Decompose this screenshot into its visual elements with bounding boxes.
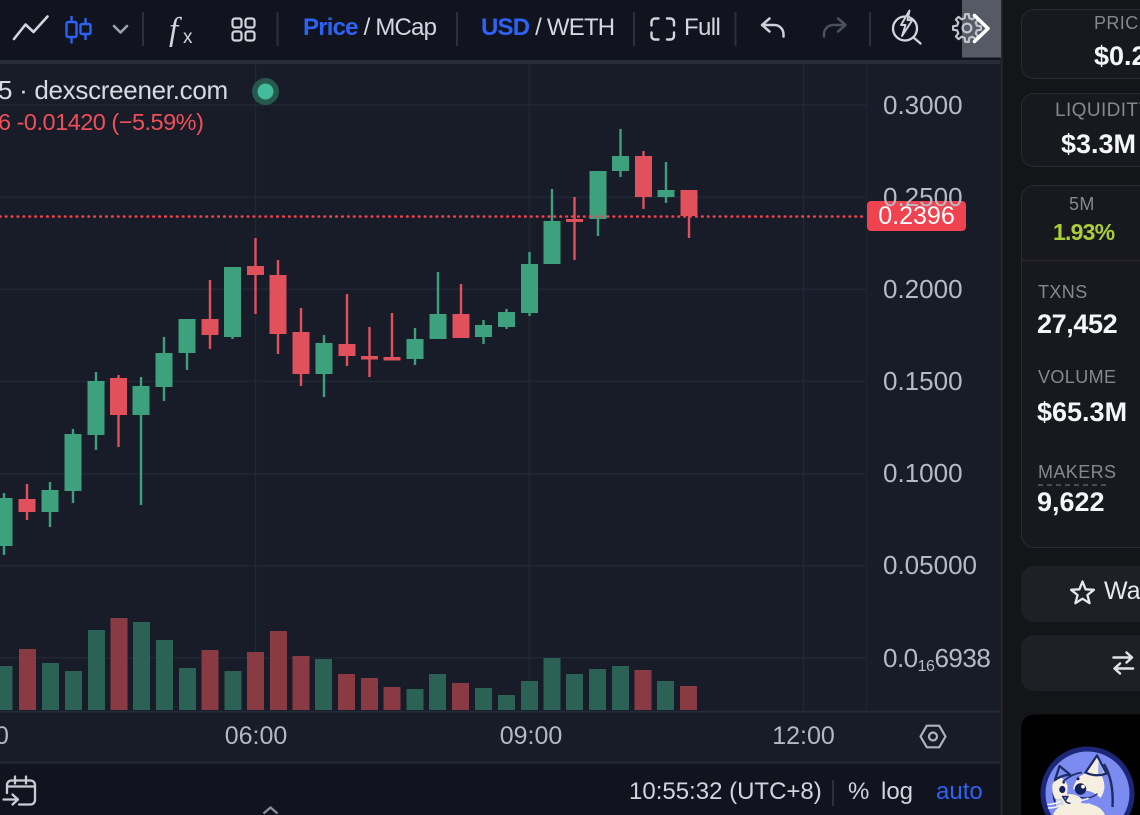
svg-text:x: x [183, 27, 193, 48]
svg-text:f: f [169, 12, 182, 48]
